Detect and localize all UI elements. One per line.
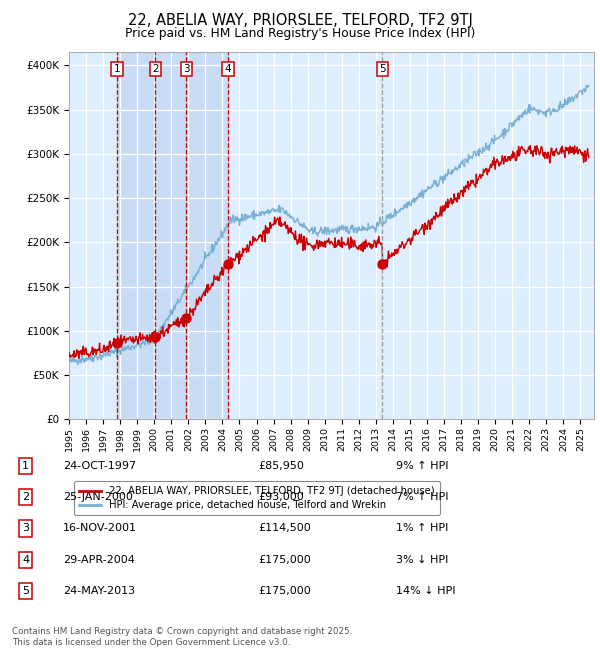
Text: £85,950: £85,950 xyxy=(258,461,304,471)
Text: 24-MAY-2013: 24-MAY-2013 xyxy=(63,586,135,596)
Text: 4: 4 xyxy=(22,554,29,565)
Text: 24-OCT-1997: 24-OCT-1997 xyxy=(63,461,136,471)
Text: £114,500: £114,500 xyxy=(258,523,311,534)
Text: £93,000: £93,000 xyxy=(258,492,304,502)
Text: 25-JAN-2000: 25-JAN-2000 xyxy=(63,492,133,502)
Text: 5: 5 xyxy=(379,64,386,74)
Text: 3: 3 xyxy=(22,523,29,534)
Text: 1: 1 xyxy=(113,64,120,74)
Text: 1% ↑ HPI: 1% ↑ HPI xyxy=(396,523,448,534)
Text: 2: 2 xyxy=(22,492,29,502)
Text: 5: 5 xyxy=(22,586,29,596)
Text: 2: 2 xyxy=(152,64,159,74)
Text: 4: 4 xyxy=(225,64,232,74)
Text: 7% ↑ HPI: 7% ↑ HPI xyxy=(396,492,449,502)
Text: 3% ↓ HPI: 3% ↓ HPI xyxy=(396,554,448,565)
Text: 29-APR-2004: 29-APR-2004 xyxy=(63,554,135,565)
Text: 9% ↑ HPI: 9% ↑ HPI xyxy=(396,461,449,471)
Text: Price paid vs. HM Land Registry's House Price Index (HPI): Price paid vs. HM Land Registry's House … xyxy=(125,27,475,40)
Text: 16-NOV-2001: 16-NOV-2001 xyxy=(63,523,137,534)
Text: 22, ABELIA WAY, PRIORSLEE, TELFORD, TF2 9TJ: 22, ABELIA WAY, PRIORSLEE, TELFORD, TF2 … xyxy=(128,13,472,28)
Text: £175,000: £175,000 xyxy=(258,554,311,565)
Bar xyxy=(155,52,186,419)
Text: £175,000: £175,000 xyxy=(258,586,311,596)
Bar xyxy=(117,52,155,419)
Legend: 22, ABELIA WAY, PRIORSLEE, TELFORD, TF2 9TJ (detached house), HPI: Average price: 22, ABELIA WAY, PRIORSLEE, TELFORD, TF2 … xyxy=(74,481,440,515)
Text: Contains HM Land Registry data © Crown copyright and database right 2025.
This d: Contains HM Land Registry data © Crown c… xyxy=(12,627,352,647)
Bar xyxy=(186,52,228,419)
Text: 14% ↓ HPI: 14% ↓ HPI xyxy=(396,586,455,596)
Text: 1: 1 xyxy=(22,461,29,471)
Text: 3: 3 xyxy=(183,64,190,74)
